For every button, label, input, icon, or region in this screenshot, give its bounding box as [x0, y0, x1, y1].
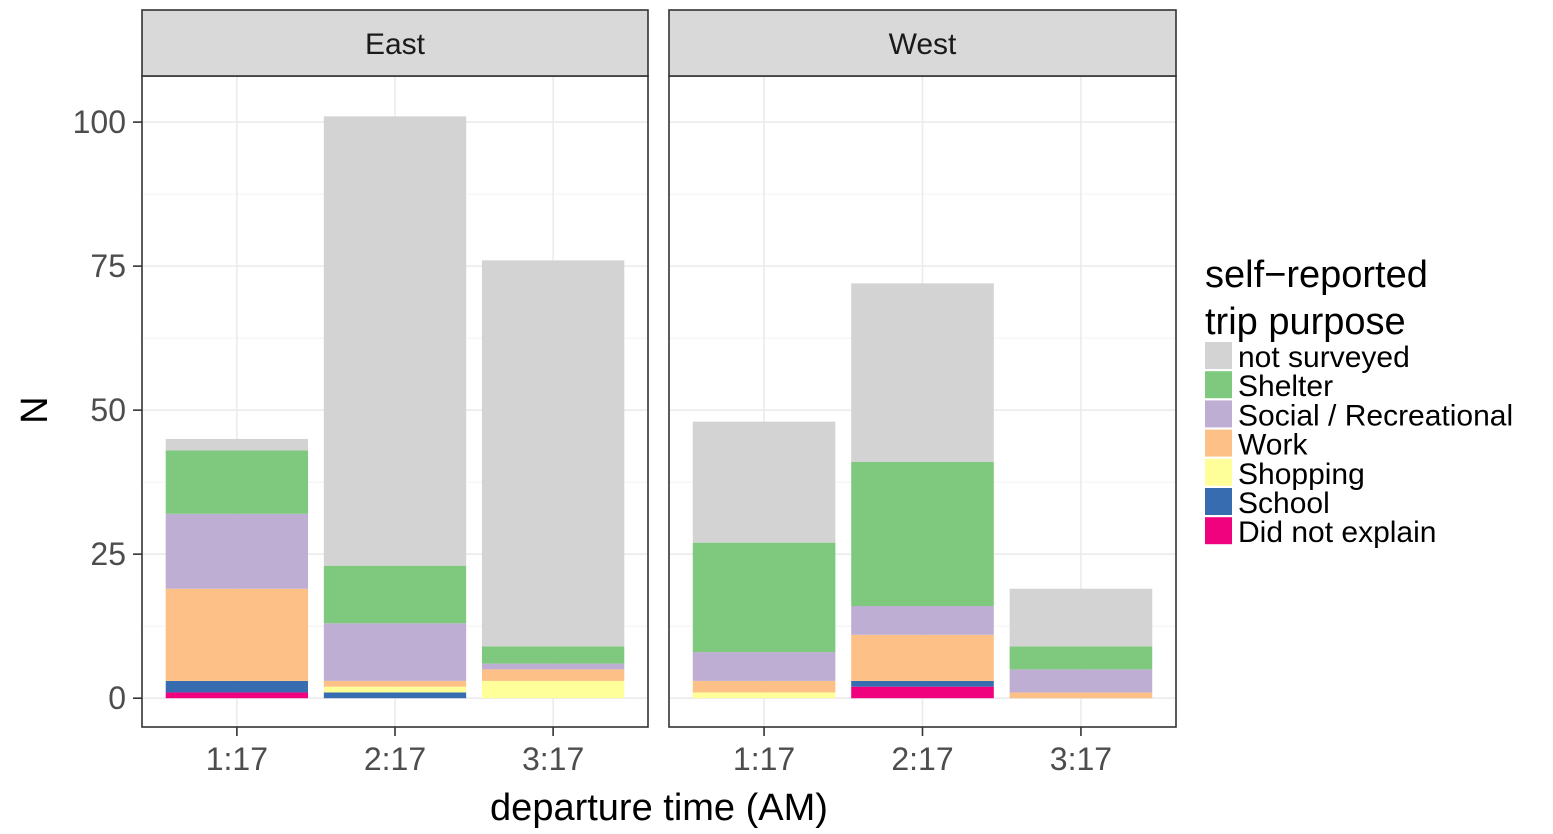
- bar-segment-west-217-school: [851, 680, 994, 687]
- facet-strip-label: East: [365, 28, 426, 61]
- legend-key-social-recreational: [1205, 400, 1232, 428]
- legend-title-line: self−reported: [1205, 254, 1428, 296]
- bar-segment-east-217-shelter: [323, 565, 467, 624]
- legend-label: Social / Recreational: [1238, 399, 1513, 432]
- bar-segment-west-217-social-recreational: [851, 606, 994, 635]
- bar-segment-west-117-shopping: [692, 692, 836, 699]
- bar-segment-east-117-did-not-explain: [165, 692, 309, 699]
- bar-segment-east-217-work: [323, 680, 467, 687]
- bar-segment-west-117-work: [692, 680, 836, 693]
- legend-label: not surveyed: [1238, 341, 1410, 374]
- x-tick-label: 3:17: [522, 741, 584, 777]
- bar-segment-west-217-shelter: [851, 461, 994, 607]
- legend-key-work: [1205, 429, 1232, 457]
- bar-segment-east-317-shelter: [481, 646, 625, 664]
- y-tick-label: 75: [90, 248, 126, 284]
- x-tick-label: 2:17: [364, 741, 426, 777]
- bar-segment-west-317-shelter: [1009, 646, 1153, 670]
- bar-segment-east-317-shopping: [481, 680, 625, 699]
- bar-segment-east-217-school: [323, 692, 467, 699]
- legend-key-did-not-explain: [1205, 517, 1232, 545]
- legend-key-not-surveyed: [1205, 342, 1232, 369]
- y-tick-label: 100: [73, 104, 126, 140]
- y-tick-label: 0: [108, 680, 126, 716]
- bar-segment-west-217-did-not-explain: [851, 686, 994, 699]
- bar-segment-west-117-not-surveyed: [692, 421, 836, 543]
- bar-segment-west-217-not-surveyed: [851, 283, 994, 462]
- legend-key-shopping: [1205, 458, 1232, 486]
- bar-segment-east-217-social-recreational: [323, 623, 467, 681]
- legend-label: Shopping: [1238, 458, 1365, 491]
- legend-title-line: trip purpose: [1205, 301, 1406, 343]
- x-tick-label: 1:17: [733, 741, 795, 777]
- bar-segment-west-317-not-surveyed: [1009, 588, 1153, 647]
- legend-label: Shelter: [1238, 370, 1333, 403]
- legend-key-school: [1205, 488, 1232, 515]
- legend-label: School: [1238, 487, 1330, 520]
- y-tick-label: 50: [90, 392, 126, 428]
- bar-segment-east-217-shopping: [323, 686, 467, 693]
- bar-segment-east-117-work: [165, 588, 309, 681]
- legend-label: Did not explain: [1238, 516, 1436, 549]
- bar-segment-east-217-not-surveyed: [323, 116, 467, 566]
- facet-strip: [668, 9, 1177, 77]
- facet-strip: [141, 9, 649, 77]
- bar-segment-west-217-work: [851, 634, 994, 681]
- facet-strip-label: West: [889, 28, 957, 61]
- bar-segment-west-117-social-recreational: [692, 652, 836, 681]
- bar-segment-east-117-social-recreational: [165, 513, 309, 589]
- bar-segment-west-317-social-recreational: [1009, 669, 1153, 693]
- bar-segment-west-317-work: [1009, 692, 1153, 699]
- legend-key-shelter: [1205, 371, 1232, 399]
- x-tick-label: 2:17: [891, 741, 953, 777]
- bar-segment-east-317-social-recreational: [481, 663, 625, 670]
- bar-segment-east-317-work: [481, 669, 625, 681]
- legend-label: Work: [1238, 429, 1308, 462]
- bar-segment-east-317-not-surveyed: [481, 260, 625, 647]
- bar-segment-west-117-shelter: [692, 542, 836, 653]
- bar-segment-east-117-school: [165, 680, 309, 693]
- y-axis-title: N: [14, 396, 56, 423]
- bar-segment-east-117-not-surveyed: [165, 438, 309, 451]
- y-tick-label: 25: [90, 536, 126, 572]
- bar-segment-east-117-shelter: [165, 450, 309, 514]
- x-tick-label: 3:17: [1050, 741, 1112, 777]
- x-axis-title: departure time (AM): [490, 787, 828, 829]
- x-tick-label: 1:17: [206, 741, 268, 777]
